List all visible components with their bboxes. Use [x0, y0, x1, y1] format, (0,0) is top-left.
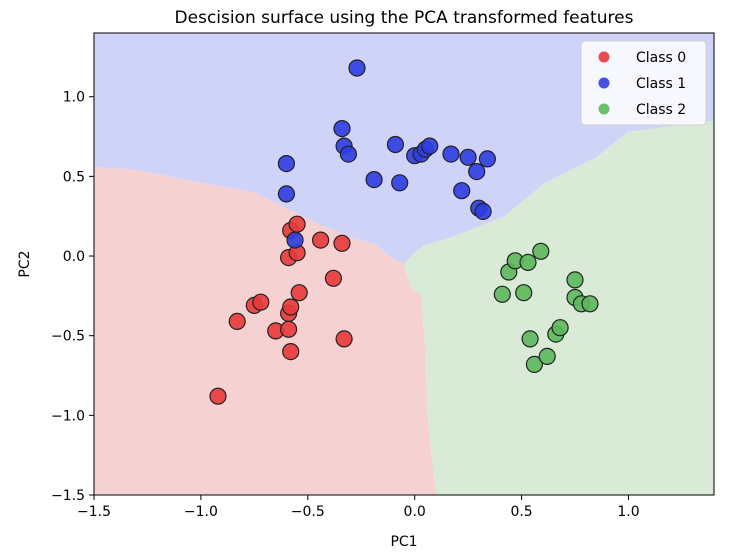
x-tick-label: 1.0: [617, 504, 639, 520]
x-tick-label: 0.5: [510, 504, 532, 520]
data-point-class-1: [474, 202, 492, 220]
data-point-class-1: [442, 145, 460, 163]
y-tick-label: 0.5: [63, 169, 85, 185]
legend-label-class-1: Class 1: [636, 76, 686, 92]
legend-marker-class-1: [598, 77, 610, 89]
y-axis: −1.5 −1.0 −0.5 0.0 0.5 1.0: [51, 90, 94, 504]
data-point-class-2: [525, 355, 544, 373]
data-point-class-0: [209, 387, 227, 405]
data-point-class-2: [519, 253, 537, 271]
legend-label-class-0: Class 0: [636, 50, 686, 66]
x-tick-label: −0.5: [291, 504, 325, 520]
data-point-class-1: [286, 231, 304, 249]
data-point-class-1: [333, 120, 351, 138]
data-point-class-0: [228, 312, 246, 330]
x-axis: −1.5 −1.0 −0.5 0.0 0.5 1.0: [77, 495, 640, 520]
data-point-class-1: [277, 155, 295, 173]
legend-box: [580, 40, 707, 126]
x-axis-label: PC1: [390, 534, 417, 550]
chart-title: Descision surface using the PCA transfor…: [175, 8, 634, 28]
plot-frame: [93, 32, 715, 496]
data-point-class-0: [335, 330, 353, 348]
x-tick-label: −1.0: [184, 504, 218, 520]
y-tick-label: −1.5: [51, 488, 85, 504]
data-point-class-2: [521, 330, 539, 348]
data-point-class-2: [532, 242, 550, 260]
decision-region-class-2: [404, 120, 714, 495]
data-point-class-1: [365, 171, 383, 189]
data-point-class-1: [386, 135, 404, 154]
legend-marker-class-2: [598, 103, 610, 115]
x-tick-label: −1.5: [77, 504, 111, 520]
data-point-class-1: [421, 137, 439, 155]
data-point-class-1: [478, 150, 496, 168]
y-tick-label: −0.5: [51, 329, 85, 345]
data-point-class-1: [453, 182, 471, 200]
data-point-class-0: [280, 320, 298, 338]
data-point-class-2: [566, 271, 584, 289]
data-point-class-0: [324, 269, 342, 287]
x-tick-label: 0.0: [404, 504, 426, 520]
data-point-class-1: [459, 148, 477, 166]
data-point-class-2: [551, 319, 569, 337]
data-point-class-1: [468, 163, 486, 181]
data-point-class-1: [339, 145, 357, 163]
data-point-class-0: [252, 293, 270, 311]
data-point-class-2: [493, 285, 511, 303]
data-point-class-0: [290, 284, 308, 302]
data-point-class-0: [282, 343, 300, 361]
decision-region-class-1: [94, 33, 714, 264]
decision-region-class-0: [94, 166, 437, 496]
legend: Class 0 Class 1 Class 2: [580, 40, 707, 126]
data-point-class-1: [348, 59, 366, 77]
data-points: [209, 59, 599, 405]
y-tick-label: −1.0: [51, 408, 85, 424]
data-point-class-0: [333, 234, 351, 252]
data-point-class-2: [581, 295, 599, 313]
data-point-class-1: [391, 174, 409, 192]
data-point-class-2: [538, 347, 556, 365]
data-point-class-1: [277, 185, 295, 203]
decision-regions: [94, 33, 714, 496]
data-point-class-0: [312, 231, 330, 249]
data-point-class-2: [515, 284, 533, 302]
data-point-class-0: [282, 298, 300, 316]
y-tick-label: 1.0: [63, 90, 85, 106]
y-axis-label: PC2: [17, 250, 33, 277]
y-tick-label: 0.0: [63, 249, 85, 265]
data-point-class-0: [288, 215, 306, 233]
legend-marker-class-0: [598, 51, 610, 63]
legend-label-class-2: Class 2: [636, 102, 686, 118]
